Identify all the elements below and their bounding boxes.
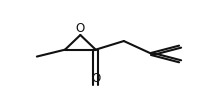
Text: O: O — [76, 22, 85, 35]
Text: O: O — [91, 72, 100, 85]
